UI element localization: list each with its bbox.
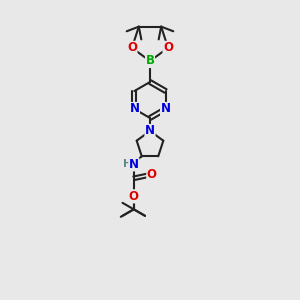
Text: O: O — [147, 168, 157, 181]
Text: B: B — [146, 55, 154, 68]
Text: O: O — [127, 41, 137, 54]
Text: N: N — [145, 124, 155, 137]
Text: N: N — [129, 158, 139, 171]
Text: N: N — [129, 103, 140, 116]
Text: N: N — [160, 103, 171, 116]
Text: O: O — [129, 190, 139, 203]
Text: O: O — [163, 41, 173, 54]
Text: H: H — [123, 159, 132, 169]
